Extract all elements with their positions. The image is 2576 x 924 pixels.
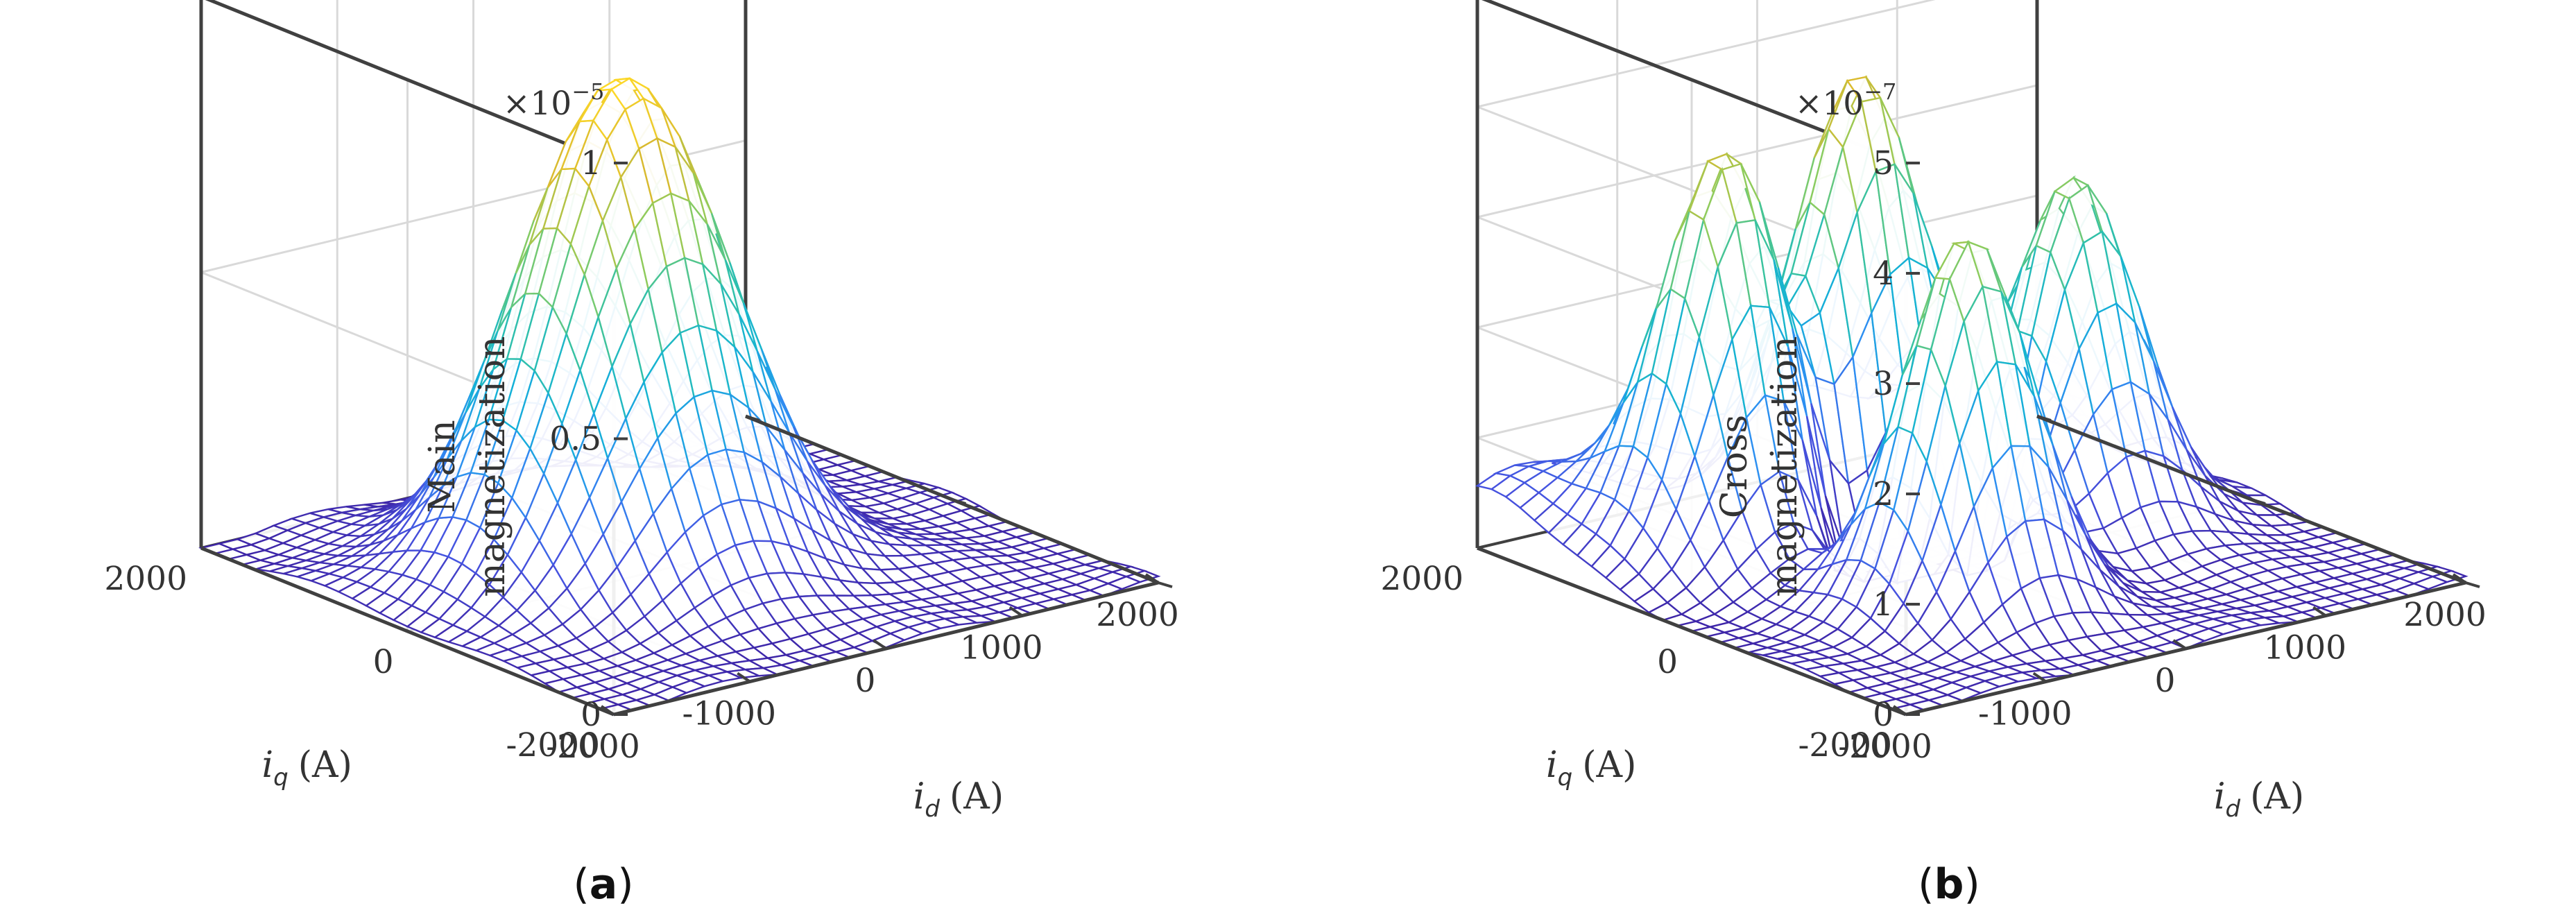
axis-y-tick-mark (1158, 581, 1173, 588)
panel-a-xlabel-var: i (913, 776, 925, 818)
panel-a-caption-open: ( (573, 860, 589, 909)
axis-x-tick-mark (2452, 573, 2467, 584)
panel-a-exponent: ×10−5 (503, 78, 604, 123)
panel-a-zlabel-line1: Main (422, 420, 463, 513)
panel-a-ztick-1: 0.5 (549, 420, 601, 459)
panel-a: 0 0.5 1 -2000 -1000 0 1000 2000 -2000 0 … (104, 0, 1179, 909)
panel-b-ylabel-var: i (1546, 744, 1558, 786)
panel-a-ztick-0: 0 (581, 696, 601, 734)
panel-b-ytick-1: 0 (1657, 643, 1678, 681)
axis-x-tick-mark (737, 671, 751, 683)
panel-a-xtick-4: 2000 (1096, 596, 1179, 634)
panel-a-ytick-0: -2000 (506, 726, 601, 764)
panel-b-zlabel-line1: Cross (1714, 415, 1755, 518)
panel-b-ylabel-sub: q (1558, 764, 1573, 792)
panel-b-exponent-power: −7 (1864, 78, 1896, 105)
panel-a-caption-letter: a (590, 860, 618, 909)
panel-b-ztick-1: 1 (1873, 585, 1894, 624)
axis-y-tick-mark (2465, 581, 2480, 588)
axis-x-tick-mark (1892, 705, 1907, 716)
axis-y-tick-mark (2251, 498, 2266, 505)
panel-b-caption-letter: b (1934, 860, 1964, 909)
panel-b-caption-close: ) (1964, 860, 1980, 909)
panel-a-xtick-3: 1000 (960, 629, 1043, 667)
panel-a-surface-mesh (198, 77, 1161, 716)
panel-b-ztick-2: 2 (1873, 475, 1894, 513)
panel-a-caption: (a) (573, 860, 633, 909)
panel-b-surface-mesh (1475, 75, 2468, 716)
panel-b-ylabel: iq (A) (1546, 744, 1636, 792)
panel-a-xlabel-unit: (A) (950, 776, 1004, 818)
axis-x-tick-mark (600, 705, 615, 716)
panel-b-xtick-2: 0 (2155, 662, 2176, 700)
panel-a-xtick-0: -2000 (546, 728, 640, 766)
panel-b-xtick-1: -1000 (1978, 695, 2072, 733)
panel-b-ztick-4: 4 (1873, 255, 1894, 293)
axis-x-tick-mark (1144, 573, 1160, 584)
axis-x-tick-mark (2172, 639, 2187, 650)
panel-a-exponent-power: −5 (572, 78, 604, 105)
panel-b-xlabel-unit: (A) (2250, 776, 2304, 818)
panel-b-xlabel-sub: d (2225, 796, 2240, 823)
axis-x-tick-mark (1008, 606, 1023, 617)
panel-b-caption-open: ( (1918, 860, 1934, 909)
panel-b: 0 1 2 3 4 5 -2000 -1000 0 1000 2000 -200… (1380, 0, 2487, 909)
panel-a-ylabel-sub: q (273, 764, 289, 792)
panel-b-caption: (b) (1918, 860, 1980, 909)
panel-b-xtick-0: -2000 (1838, 728, 1932, 766)
panel-b-exponent: ×10−7 (1795, 78, 1896, 123)
panel-a-ytick-1: 0 (373, 643, 394, 681)
panel-a-xtick-1: -1000 (682, 695, 777, 733)
panel-a-xlabel-sub: d (925, 796, 940, 823)
panel-a-ytick-2: 2000 (104, 560, 187, 598)
panel-a-ylabel-unit: (A) (298, 744, 352, 786)
panel-a-ztick-2: 1 (581, 144, 601, 182)
panel-b-front-axes (1477, 162, 2480, 717)
panel-b-xtick-3: 1000 (2263, 629, 2346, 667)
panel-b-xlabel: id (A) (2214, 776, 2304, 823)
panel-a-ylabel: iq (A) (262, 744, 352, 792)
panel-b-ztick-0: 0 (1873, 696, 1894, 734)
axis-x-tick-mark (873, 639, 887, 650)
axis-y-line-left (1477, 546, 1907, 717)
axis-top-edge-left (205, 0, 615, 165)
panel-b-ylabel-unit: (A) (1582, 744, 1636, 786)
axis-y-line-left (200, 546, 615, 717)
panel-b-ytick-2: 2000 (1380, 560, 1463, 598)
panel-a-zlabel-line2: magnetization (472, 336, 513, 597)
panel-a-front-axes (200, 162, 1173, 717)
axis-x-tick-mark (2032, 671, 2047, 683)
panel-b-ytick-0: -2000 (1798, 726, 1893, 764)
panel-b-xlabel-var: i (2214, 776, 2226, 818)
panel-a-xtick-2: 0 (855, 662, 876, 700)
axis-y-tick-mark (745, 415, 760, 422)
panel-b-exponent-base: ×10 (1795, 85, 1864, 123)
axis-y-tick-mark (2036, 415, 2052, 422)
panel-b-xtick-4: 2000 (2403, 596, 2487, 634)
panel-b-ztick-3: 3 (1873, 365, 1894, 403)
panel-b-zlabel-line2: magnetization (1764, 336, 1805, 597)
panel-b-ztick-5: 5 (1873, 144, 1894, 182)
panel-a-exponent-base: ×10 (503, 85, 572, 123)
panel-a-ylabel-var: i (262, 744, 274, 786)
panel-a-caption-close: ) (617, 860, 633, 909)
axis-y-tick-mark (951, 498, 967, 505)
axis-x-tick-mark (2312, 606, 2327, 617)
panel-a-xlabel: id (A) (913, 776, 1004, 823)
